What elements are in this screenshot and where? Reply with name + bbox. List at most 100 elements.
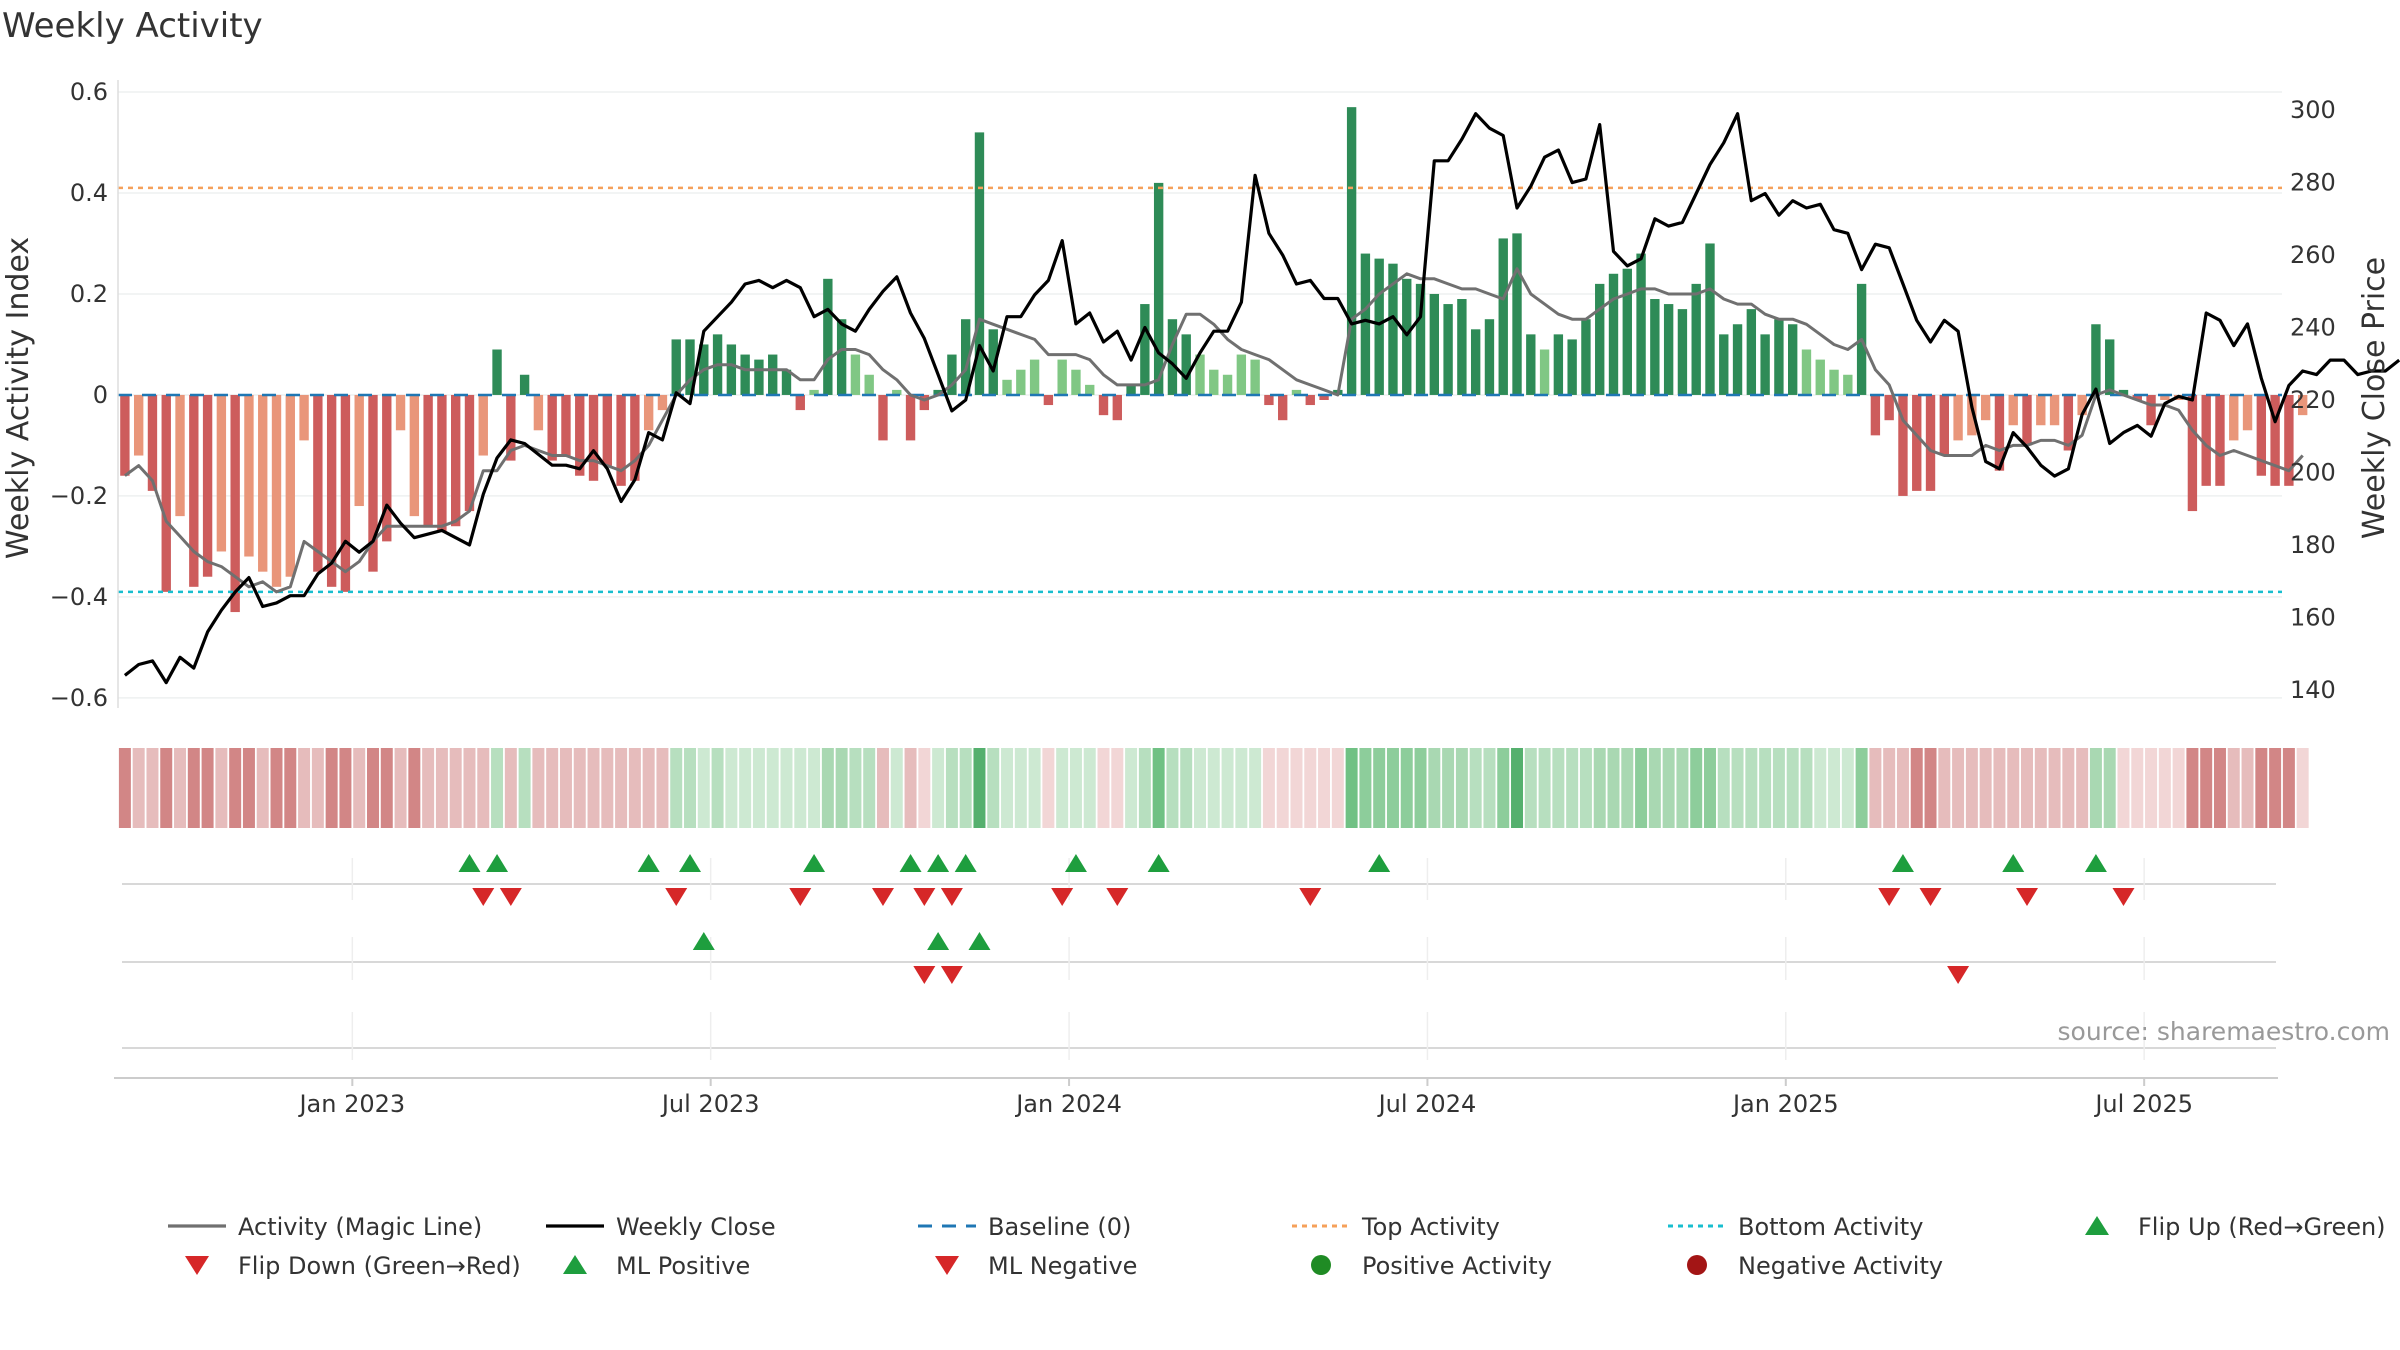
strip-cell [794, 748, 807, 828]
strip-cell [1772, 748, 1785, 828]
strip-cell [477, 748, 490, 828]
activity-bar [506, 394, 516, 461]
strip-cell [656, 748, 669, 828]
strip-cell [325, 748, 338, 828]
strip-cell [242, 748, 255, 828]
strip-cell [1952, 748, 1965, 828]
y-right-tick-label: 220 [2290, 386, 2336, 414]
activity-bar [685, 339, 695, 395]
strip-cell [2048, 748, 2061, 828]
activity-bar [1319, 394, 1329, 400]
activity-bar [1953, 394, 1963, 441]
strip-cell [2103, 748, 2116, 828]
activity-bar [1760, 334, 1770, 395]
strip-cell [1621, 748, 1634, 828]
strip-cell [1469, 748, 1482, 828]
reference-lines [118, 186, 2282, 594]
activity-bar [1512, 233, 1522, 395]
strip-cell [546, 748, 559, 828]
strip-cell [601, 748, 614, 828]
legend-label: Positive Activity [1362, 1252, 1552, 1280]
activity-bar [1843, 374, 1853, 395]
activity-bar [1264, 394, 1274, 406]
activity-bars [120, 107, 2308, 613]
strip-cell [2172, 748, 2185, 828]
activity-bar [1884, 394, 1894, 421]
activity-bar [271, 394, 282, 587]
strip-cell [118, 748, 131, 828]
strip-cell [752, 748, 765, 828]
strip-cell [339, 748, 352, 828]
strip-cell [174, 748, 187, 828]
activity-bar [285, 394, 295, 577]
legend-label: Top Activity [1361, 1213, 1500, 1241]
strip-cell [435, 748, 448, 828]
strip-cell [160, 748, 173, 828]
strip-cell [2145, 748, 2158, 828]
chart-title: Weekly Activity [2, 6, 263, 46]
strip-cell [1138, 748, 1151, 828]
strip-cell [1538, 748, 1551, 828]
activity-bar [2008, 394, 2018, 426]
strip-cell [780, 748, 793, 828]
strip-cell [1579, 748, 1592, 828]
y-right-tick-label: 300 [2290, 96, 2336, 124]
activity-bar [1746, 309, 1757, 395]
activity-bar [1236, 354, 1247, 395]
activity-bar [326, 394, 337, 587]
legend-label: Baseline (0) [988, 1213, 1131, 1241]
activity-bar [2187, 394, 2198, 512]
strip-cell [1111, 748, 1124, 828]
activity-bar [120, 394, 130, 476]
strip-cell [1414, 748, 1427, 828]
activity-bar [1305, 394, 1315, 406]
activity-bar [1153, 182, 1164, 395]
ml-positive-marker [692, 932, 715, 950]
strip-cell [1249, 748, 1262, 828]
activity-bar [602, 394, 612, 466]
strip-cell [146, 748, 159, 828]
activity-bar [1925, 394, 1936, 491]
strip-cell [1979, 748, 1992, 828]
activity-bar [616, 394, 626, 486]
legend-label: Flip Up (Red→Green) [2138, 1213, 2386, 1241]
activity-bar [1071, 369, 1081, 395]
flip-up-marker [458, 854, 481, 872]
activity-bar [216, 394, 227, 552]
flip-down-marker [1878, 888, 1901, 906]
activity-bar [1967, 394, 1977, 436]
strip-cell [1814, 748, 1827, 828]
strip-cell [270, 748, 283, 828]
activity-bar [1898, 394, 1908, 496]
strip-cell [215, 748, 228, 828]
strip-cell [518, 748, 531, 828]
legend: Activity (Magic Line) Weekly Close Baselin… [168, 1213, 2386, 1280]
strip-cell [1828, 748, 1841, 828]
flip-down-marker [499, 888, 522, 906]
strip-cell [1028, 748, 1041, 828]
activity-bar [147, 394, 158, 491]
strip-cell [1345, 748, 1358, 828]
activity-bar [1085, 384, 1095, 395]
legend-swatch-up-triangle [563, 1255, 587, 1274]
activity-bar [2077, 394, 2087, 416]
activity-bar [1209, 369, 1219, 395]
activity-bar [1470, 329, 1481, 395]
activity-bar [1980, 394, 1991, 421]
strip-cell [1662, 748, 1675, 828]
x-tick-label: Jan 2024 [1014, 1090, 1122, 1118]
strip-cell [1166, 748, 1179, 828]
strip-cell [863, 748, 876, 828]
strip-cell [1483, 748, 1496, 828]
strip-cell [1304, 748, 1317, 828]
legend-label: Bottom Activity [1738, 1213, 1923, 1241]
strip-cell [1455, 748, 1468, 828]
strip-cell [1207, 748, 1220, 828]
strip-cell [642, 748, 655, 828]
activity-bar [175, 394, 185, 517]
strip-cell [849, 748, 862, 828]
strip-cell [1221, 748, 1234, 828]
activity-bar [1677, 309, 1688, 395]
strip-cell [725, 748, 738, 828]
